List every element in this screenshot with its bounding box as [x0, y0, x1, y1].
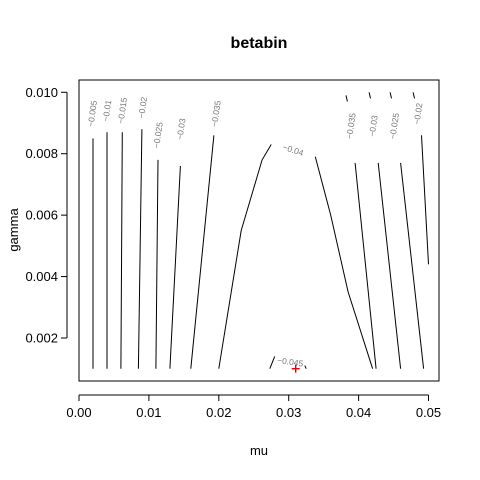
contour-label-12: −0.02: [412, 102, 425, 125]
contour-line-9: [354, 162, 377, 369]
y-tick-label-2: 0.006: [25, 208, 58, 223]
contour-line-4: [155, 159, 159, 369]
contour-label-5: −0.03: [175, 117, 188, 140]
contour-line-3: [137, 129, 143, 369]
y-tick-label-1: 0.004: [25, 269, 58, 284]
y-tick-label-3: 0.008: [25, 146, 58, 161]
contour-label-4: −0.025: [151, 121, 165, 149]
contour-line-12-b: [412, 92, 415, 99]
contour-line-10-b: [368, 92, 371, 99]
y-tick-label-0: 0.002: [25, 331, 58, 346]
mle-marker: [291, 364, 300, 373]
x-axis-label: mu: [250, 443, 268, 458]
contour-label-7: −0.04: [281, 142, 305, 158]
contour-lines: [92, 92, 429, 369]
contour-line-12: [421, 135, 429, 265]
contour-line-7: [218, 144, 272, 369]
contour-line-11-b: [389, 92, 392, 99]
x-tick-label-1: 0.01: [136, 405, 161, 420]
contour-label-8: −0.045: [277, 355, 305, 369]
contour-line-6: [190, 135, 215, 369]
contour-line-7-b: [314, 156, 374, 369]
contour-label-10: −0.03: [367, 114, 380, 137]
contour-labels: −0.005 −0.01 −0.015 −0.02−0.025 −0.03−0.035−…: [85, 96, 424, 369]
contour-label-3: −0.02: [136, 96, 149, 119]
contour-line-11: [400, 162, 425, 369]
contour-line-5: [169, 165, 181, 369]
contour-line-9-b: [345, 95, 348, 102]
y-axis-label: gamma: [6, 208, 21, 252]
x-tick-label-2: 0.02: [206, 405, 231, 420]
contour-line-10: [377, 162, 402, 369]
x-tick-label-5: 0.05: [416, 405, 441, 420]
contour-label-9: −0.035: [344, 112, 358, 140]
contour-label-1: −0.01: [100, 99, 113, 122]
contour-label-11: −0.025: [387, 112, 401, 140]
plot-frame: [78, 79, 440, 382]
contour-label-0: −0.005: [85, 100, 99, 128]
contour-line-2: [120, 132, 123, 369]
chart-title: betabin: [231, 35, 288, 52]
x-tick-label-0: 0.00: [66, 405, 91, 420]
y-tick-label-4: 0.010: [25, 85, 58, 100]
x-axis: 0.00 0.01 0.02 0.03 0.04 0.05: [66, 394, 441, 420]
x-tick-label-4: 0.04: [346, 405, 371, 420]
plot-border: [78, 79, 440, 382]
contour-line-8: [269, 356, 276, 369]
y-axis: 0.002 0.004 0.006 0.008 0.010: [25, 85, 68, 346]
x-tick-label-3: 0.03: [276, 405, 301, 420]
contour-label-2: −0.015: [116, 97, 130, 125]
contour-line-8-b: [304, 365, 307, 369]
contour-label-6: −0.035: [209, 100, 223, 128]
